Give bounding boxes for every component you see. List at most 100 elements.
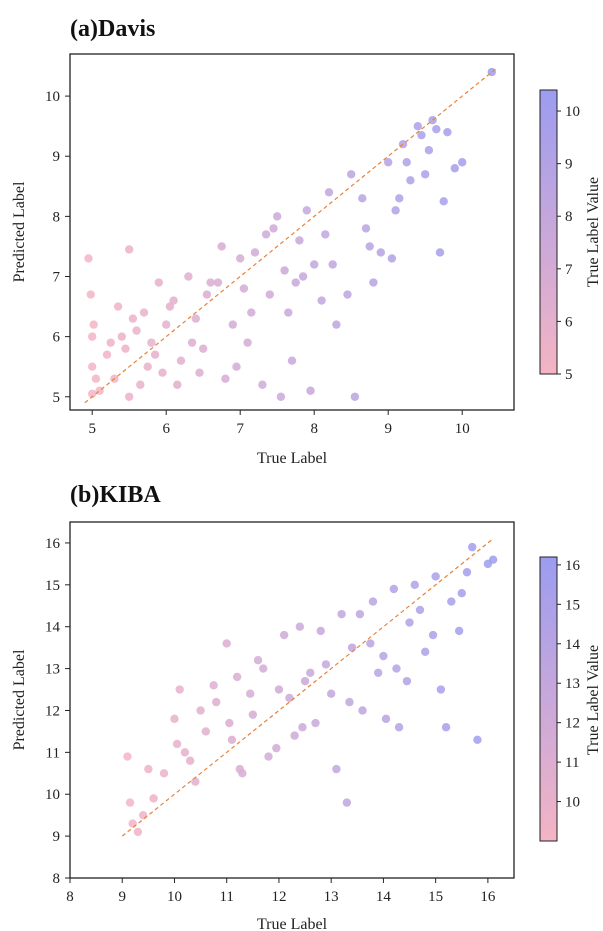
x-tick-label: 7: [236, 421, 244, 437]
kiba-point: [457, 589, 466, 598]
y-tick-label: 9: [53, 149, 61, 165]
kiba-point: [379, 651, 388, 661]
davis-point: [413, 121, 422, 131]
davis-point: [424, 146, 434, 155]
y-tick-label: 7: [53, 270, 61, 286]
kiba-point: [473, 735, 482, 744]
kiba-point: [123, 752, 132, 761]
davis-point: [391, 206, 400, 215]
davis-point: [173, 380, 182, 389]
kiba-point: [441, 723, 451, 732]
davis-point: [421, 170, 430, 179]
y-tick-label: 10: [45, 89, 60, 105]
x-tick-label: 10: [455, 421, 470, 437]
davis-point: [125, 245, 134, 254]
davis-point: [206, 278, 215, 287]
davis-point: [247, 308, 256, 317]
colorbar-tick-label: 10: [565, 795, 580, 811]
davis-plot-frame: [69, 53, 515, 411]
colorbar-tick-label: 7: [565, 262, 573, 278]
kiba-point: [447, 597, 456, 606]
davis-point: [150, 350, 160, 359]
kiba-point: [394, 723, 404, 732]
colorbar-tick-label: 16: [565, 558, 581, 574]
davis-point: [458, 158, 467, 167]
kiba-point: [311, 718, 320, 728]
davis-point: [221, 374, 230, 383]
colorbar-tick-label: 14: [565, 637, 581, 653]
colorbar-tick-label: 13: [565, 676, 580, 692]
davis-point: [239, 284, 249, 293]
davis-point: [321, 230, 330, 239]
x-tick-label: 8: [66, 889, 74, 905]
kiba-point: [232, 672, 242, 682]
davis-point: [302, 206, 311, 215]
davis-colorbar-label: True Label Value: [585, 177, 602, 287]
davis-point: [365, 242, 374, 251]
kiba-colorbar-label: True Label Value: [585, 645, 602, 755]
davis-point: [158, 368, 167, 377]
kiba-point: [366, 639, 375, 648]
davis-point: [347, 170, 356, 179]
davis-point: [187, 338, 197, 347]
x-tick-label: 5: [88, 421, 96, 437]
davis-point: [89, 320, 98, 329]
kiba-point: [159, 769, 169, 778]
kiba-point: [389, 584, 399, 594]
kiba-point: [468, 542, 477, 552]
davis-point: [143, 362, 152, 371]
kiba-point: [274, 685, 284, 694]
kiba-point: [227, 735, 237, 744]
davis-point: [280, 266, 289, 275]
y-tick-label: 6: [53, 330, 61, 346]
kiba-point: [355, 609, 365, 619]
kiba-point: [196, 706, 205, 715]
davis-point: [136, 380, 145, 389]
kiba-point: [264, 752, 273, 761]
x-tick-label: 16: [480, 889, 496, 905]
kiba-point: [368, 597, 378, 606]
davis-colorbar: [539, 89, 558, 375]
davis-point: [86, 290, 95, 299]
kiba-point: [421, 647, 430, 657]
davis-point: [121, 344, 130, 353]
kiba-point: [428, 630, 438, 640]
x-tick-label: 8: [310, 421, 318, 437]
kiba-point: [144, 764, 153, 774]
kiba-point: [306, 668, 315, 677]
kiba-point: [285, 693, 294, 703]
kiba-point: [410, 580, 419, 590]
davis-point: [213, 278, 223, 287]
davis-point: [435, 248, 445, 257]
y-tick-label: 8: [53, 871, 61, 887]
y-tick-label: 8: [53, 209, 61, 225]
davis-point: [261, 230, 271, 239]
davis-point: [236, 254, 245, 263]
kiba-panel: (b)KIBA 8 9 10 11 12 13 14 15 16 891011121314151…: [11, 482, 602, 931]
davis-point: [295, 236, 304, 245]
davis-point: [113, 302, 123, 311]
davis-point: [298, 272, 308, 281]
kiba-y-ticks: 8 9 10 11 12 13 14 15 16: [45, 536, 70, 887]
davis-point: [432, 124, 441, 134]
y-tick-label: 13: [45, 662, 60, 678]
kiba-point: [209, 681, 218, 690]
davis-point: [402, 158, 411, 167]
davis-point: [258, 380, 267, 389]
davis-point: [291, 278, 300, 287]
davis-point: [88, 362, 97, 371]
kiba-point: [175, 685, 184, 694]
davis-point: [169, 296, 178, 305]
colorbar-tick-label: 8: [565, 209, 573, 225]
y-tick-label: 12: [45, 703, 60, 719]
y-tick-label: 16: [45, 536, 61, 552]
kiba-reference-line: [121, 538, 494, 837]
davis-point: [125, 392, 134, 401]
colorbar-tick-label: 9: [565, 157, 573, 173]
davis-point: [162, 320, 171, 329]
kiba-colorbar-ticks: 10 11 12 13 14 15 16: [557, 558, 581, 811]
kiba-point: [259, 664, 268, 673]
kiba-title: (b)KIBA: [70, 482, 161, 508]
kiba-x-axis-label: True Label: [257, 916, 328, 931]
